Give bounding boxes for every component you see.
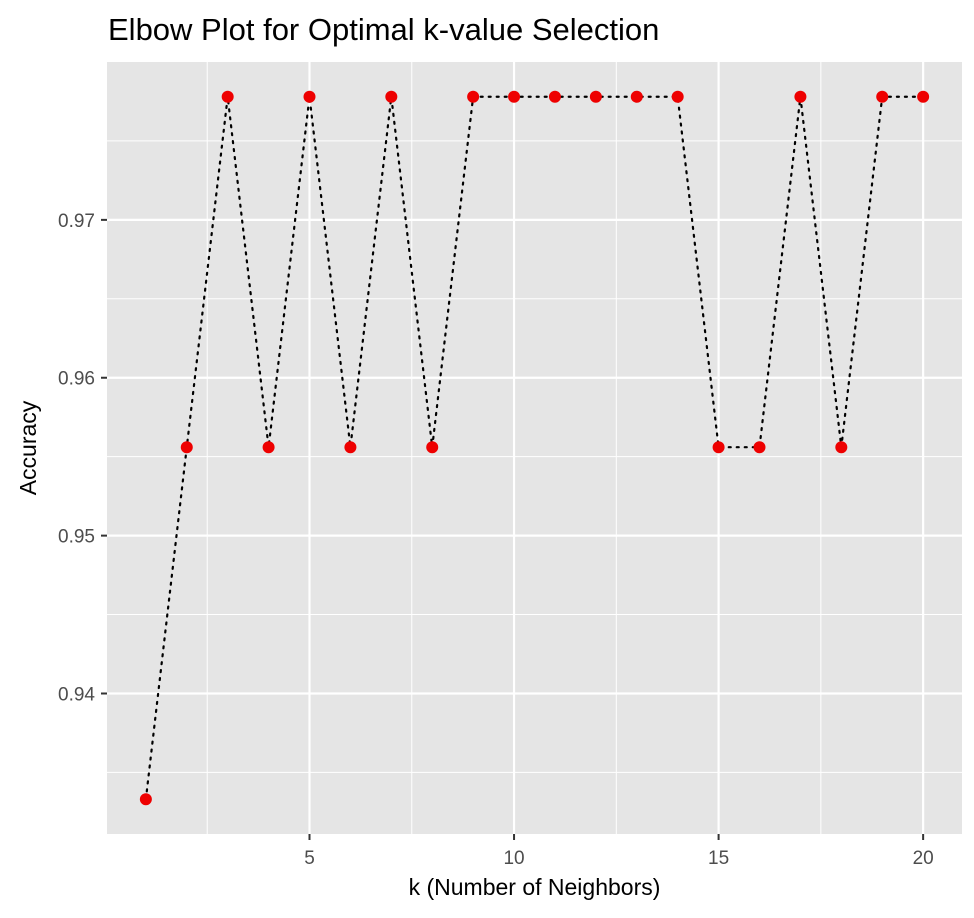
y-tick-label: 0.97 [58, 211, 95, 232]
chart-title: Elbow Plot for Optimal k-value Selection [108, 12, 659, 47]
data-point [835, 441, 848, 454]
data-point [467, 90, 480, 103]
data-point [917, 90, 930, 103]
minor-gridlines [107, 62, 962, 834]
data-point [221, 90, 234, 103]
plot-panel [107, 62, 962, 834]
data-point [508, 90, 521, 103]
data-point [303, 90, 316, 103]
y-axis-title: Accuracy [15, 400, 41, 495]
accuracy-series-line [144, 95, 925, 801]
data-point [180, 441, 193, 454]
y-tick-label: 0.96 [58, 369, 95, 390]
x-tick-label: 10 [503, 848, 524, 869]
x-tick-label: 15 [708, 848, 729, 869]
data-point [753, 441, 766, 454]
x-tick-label: 5 [304, 848, 315, 869]
data-point [426, 441, 439, 454]
data-point [794, 90, 807, 103]
major-gridlines [107, 62, 962, 834]
y-tick-label: 0.94 [58, 684, 95, 705]
data-point [139, 793, 152, 806]
data-point [548, 90, 561, 103]
data-point [385, 90, 398, 103]
data-point [262, 441, 275, 454]
data-point [712, 441, 725, 454]
data-point [344, 441, 357, 454]
x-axis-title: k (Number of Neighbors) [409, 874, 661, 900]
y-axis-ticks: 0.94 0.95 0.96 0.97 [58, 211, 107, 705]
x-axis-ticks: 5 10 15 20 [304, 834, 934, 869]
data-point [589, 90, 602, 103]
y-tick-label: 0.95 [58, 527, 95, 548]
x-tick-label: 20 [913, 848, 934, 869]
data-point [671, 90, 684, 103]
data-point [630, 90, 643, 103]
accuracy-data-points [139, 90, 930, 806]
data-point [876, 90, 889, 103]
